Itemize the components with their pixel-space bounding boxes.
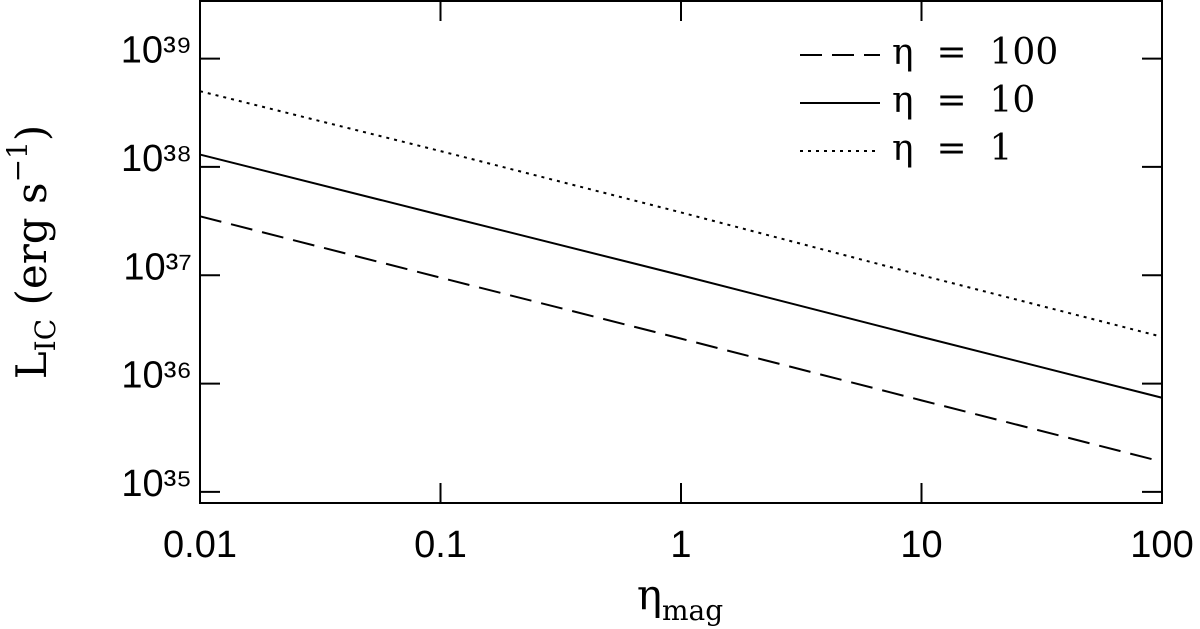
y-label-main: L [7, 351, 56, 379]
y-label-sub: IC [29, 319, 62, 351]
x-label-main: η [637, 570, 662, 619]
series-line [199, 215, 1163, 463]
series-line [199, 153, 1163, 399]
x-tick-label: 10 [900, 524, 942, 566]
y-tick-label: 10³⁷ [123, 246, 192, 288]
x-axis-label: ηmag [637, 570, 723, 627]
y-axis-label: LIC (erg s−1) [1, 125, 62, 380]
series-line [199, 90, 1163, 338]
legend-label: η = 10 [892, 80, 1035, 121]
legend-label: η = 1 [892, 128, 1012, 169]
x-label-sub: mag [662, 594, 723, 627]
legend-label: η = 100 [892, 32, 1058, 73]
x-tick-label: 100 [1130, 524, 1193, 566]
y-tick-label: 10³⁸ [121, 138, 192, 180]
y-label-unit: (erg s [7, 182, 56, 318]
y-tick-label: 10³⁹ [121, 30, 192, 72]
y-label-close: ) [7, 125, 56, 141]
y-label-sup: −1 [1, 141, 34, 182]
x-tick-label: 0.01 [163, 524, 237, 566]
x-tick-label: 0.1 [414, 524, 467, 566]
y-tick-label: 10³⁶ [121, 355, 192, 397]
x-tick-label: 1 [670, 524, 691, 566]
plot-frame [199, 0, 1163, 504]
y-tick-label: 10³⁵ [121, 463, 192, 505]
